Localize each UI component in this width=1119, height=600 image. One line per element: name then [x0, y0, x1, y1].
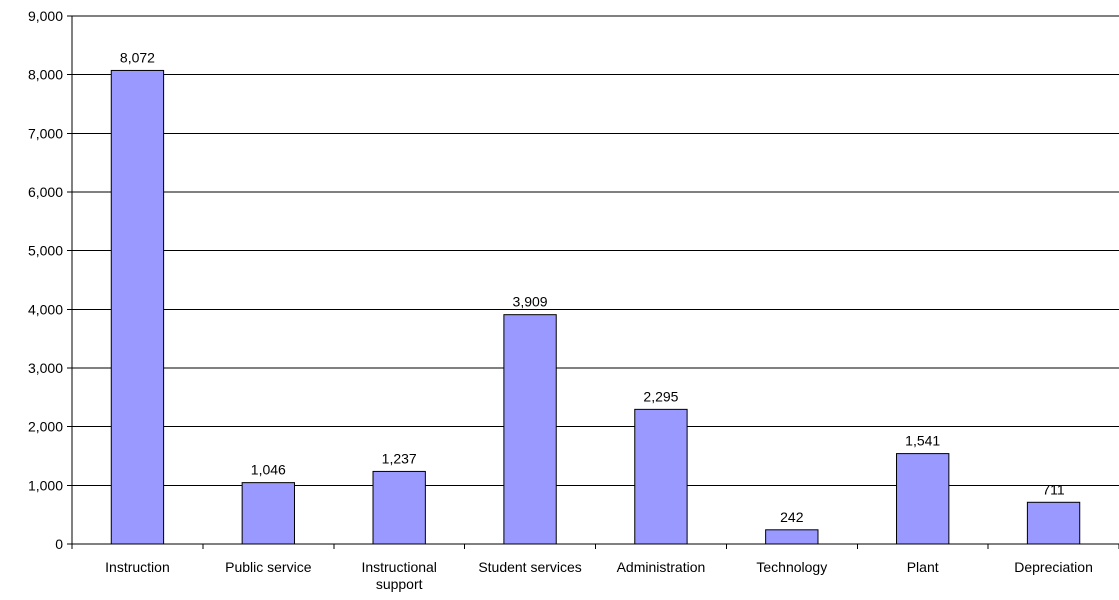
y-tick-label: 9,000 — [28, 8, 63, 24]
bar — [110, 69, 165, 545]
data-label: 242 — [780, 509, 804, 525]
data-label: 1,541 — [905, 433, 940, 449]
data-label: 8,072 — [120, 49, 155, 65]
axes — [67, 15, 1119, 549]
y-tick-label: 5,000 — [28, 243, 63, 259]
y-tick-label: 0 — [55, 536, 63, 552]
x-tick-label-line: support — [376, 576, 423, 592]
x-tick-label: Technology — [756, 559, 827, 575]
y-tick-label: 7,000 — [28, 125, 63, 141]
bar — [896, 453, 950, 545]
bars — [110, 69, 1081, 545]
y-tick-label: 8,000 — [28, 67, 63, 83]
x-tick-label-line: Administration — [617, 559, 706, 575]
x-tick-label-line: Technology — [756, 559, 827, 575]
gridlines — [72, 15, 1119, 486]
y-tick-label: 6,000 — [28, 184, 63, 200]
bar — [1026, 501, 1081, 545]
data-label: 711 — [1042, 481, 1065, 497]
x-tick-label: Instructional support — [361, 559, 436, 592]
x-tick-label: Instruction — [105, 559, 170, 575]
x-tick-label-line: Depreciation — [1014, 559, 1093, 575]
x-tick-label: Public service — [225, 559, 312, 575]
x-tick-label-line: Instructional — [361, 559, 436, 575]
bar — [372, 470, 426, 545]
x-tick-labels: Instruction Public service Instructional su… — [105, 559, 1093, 592]
x-tick-label-line: Plant — [907, 559, 939, 575]
x-tick-label-line: Student services — [478, 559, 582, 575]
data-label: 1,237 — [382, 450, 417, 466]
data-label: 1,046 — [251, 462, 286, 478]
y-tick-labels: 0 1,000 2,000 3,000 4,000 5,000 6,000 7,000 8,00… — [28, 8, 63, 552]
y-tick-label: 4,000 — [28, 301, 63, 317]
x-tick-label: Plant — [907, 559, 939, 575]
bar — [241, 482, 295, 545]
x-tick-label: Student services — [478, 559, 582, 575]
y-tick-label: 1,000 — [28, 477, 63, 493]
x-tick-label: Administration — [617, 559, 706, 575]
value-labels: 8,072 1,046 1,237 3,909 2,295 242 1,541 711 — [120, 49, 1065, 524]
data-label: 3,909 — [513, 294, 548, 310]
bar — [503, 314, 557, 545]
x-tick-label-line: Instruction — [105, 559, 170, 575]
y-tick-label: 2,000 — [28, 419, 63, 435]
y-tick-label: 3,000 — [28, 360, 63, 376]
x-tick-label-line: Public service — [225, 559, 312, 575]
data-label: 2,295 — [643, 388, 678, 404]
bar — [634, 408, 688, 545]
bar — [765, 529, 819, 545]
x-tick-label: Depreciation — [1014, 559, 1093, 575]
